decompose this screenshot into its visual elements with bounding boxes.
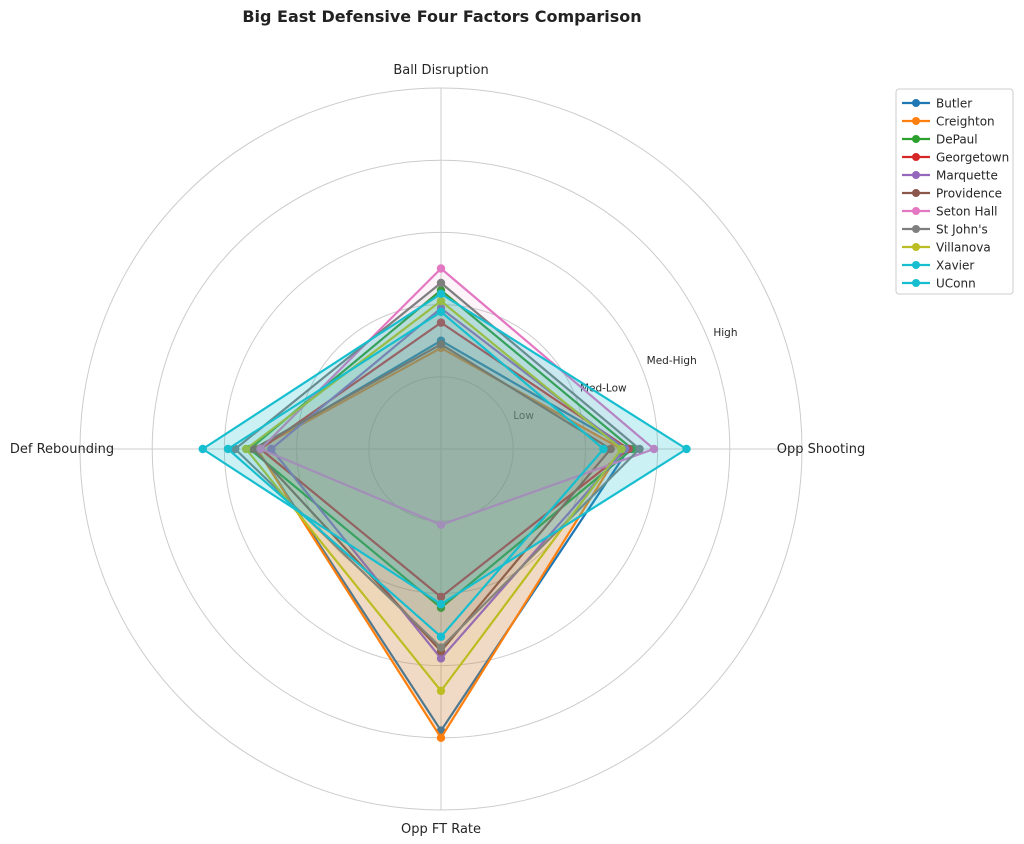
legend-marker — [912, 225, 920, 233]
ring-label: Med-Low — [580, 382, 627, 394]
data-point — [198, 444, 207, 454]
legend-label: Butler — [936, 97, 972, 111]
ring-label: Med-High — [647, 355, 697, 367]
legend-marker — [912, 171, 920, 179]
legend-label: St John's — [936, 223, 988, 237]
legend-frame — [895, 88, 1014, 295]
legend-marker — [912, 117, 920, 125]
legend-label: UConn — [936, 277, 976, 291]
data-point — [635, 444, 644, 454]
series-layer — [198, 264, 691, 742]
axis-label: Ball Disruption — [393, 63, 488, 78]
legend-label: Georgetown — [936, 151, 1009, 165]
series-xavier — [223, 307, 608, 641]
legend-item: UConn — [902, 277, 976, 291]
legend-item: Georgetown — [902, 151, 1009, 165]
data-point — [436, 278, 446, 288]
data-point — [436, 686, 446, 696]
legend-item: Butler — [902, 97, 972, 111]
data-point — [436, 307, 446, 317]
data-point — [682, 444, 691, 454]
ring-label: Low — [513, 410, 534, 422]
legend-item: DePaul — [902, 133, 978, 147]
legend-item: Marquette — [902, 169, 998, 183]
data-point — [436, 318, 446, 327]
data-point — [436, 600, 446, 609]
legend-label: Xavier — [936, 259, 974, 273]
legend-marker — [912, 243, 920, 251]
legend-marker — [912, 279, 920, 287]
data-point — [249, 444, 258, 454]
data-point — [267, 444, 276, 454]
series-uconn — [198, 289, 691, 609]
legend-label: DePaul — [936, 133, 978, 147]
ring-label: High — [713, 327, 737, 339]
axis-label: Opp Shooting — [777, 442, 865, 457]
legend-label: Villanova — [936, 241, 991, 255]
data-point — [223, 444, 233, 454]
legend-marker — [912, 99, 920, 107]
legend-label: Seton Hall — [936, 205, 998, 219]
data-point — [436, 733, 446, 742]
series-st-john-s — [231, 278, 644, 652]
legend: Butler Creighton DePaul Georgetown Marquette… — [895, 88, 1014, 295]
data-point — [256, 444, 265, 454]
legend-marker — [912, 261, 920, 269]
data-point — [436, 296, 446, 306]
chart-title: Big East Defensive Four Factors Comparis… — [242, 7, 641, 26]
legend-item: Seton Hall — [902, 205, 998, 219]
legend-label: Creighton — [936, 115, 995, 129]
data-point — [436, 632, 446, 641]
data-point — [617, 444, 626, 454]
data-point — [436, 643, 446, 652]
legend-marker — [912, 135, 920, 143]
series-villanova — [241, 296, 626, 696]
data-point — [436, 654, 446, 663]
data-point — [436, 340, 446, 349]
data-point — [649, 444, 659, 454]
data-point — [436, 520, 446, 530]
data-point — [241, 444, 251, 454]
data-point — [599, 444, 608, 454]
legend-item: Creighton — [902, 115, 995, 129]
data-point — [436, 264, 446, 273]
axis-labels: Ball Disruption Opp Shooting Opp FT Rate De… — [10, 63, 865, 837]
axis-label: Opp FT Rate — [401, 822, 481, 837]
legend-marker — [912, 189, 920, 197]
data-point — [606, 444, 615, 454]
legend-marker — [912, 207, 920, 215]
legend-item: Providence — [902, 187, 1002, 201]
legend-item: St John's — [902, 223, 988, 237]
data-point — [436, 592, 446, 602]
legend-label: Marquette — [936, 169, 998, 183]
legend-item: Xavier — [902, 259, 974, 273]
data-point — [436, 289, 446, 298]
series-polygon — [201, 292, 688, 606]
legend-marker — [912, 153, 920, 161]
legend-item: Villanova — [902, 241, 991, 255]
legend-label: Providence — [936, 187, 1002, 201]
axis-label: Def Rebounding — [10, 442, 114, 457]
